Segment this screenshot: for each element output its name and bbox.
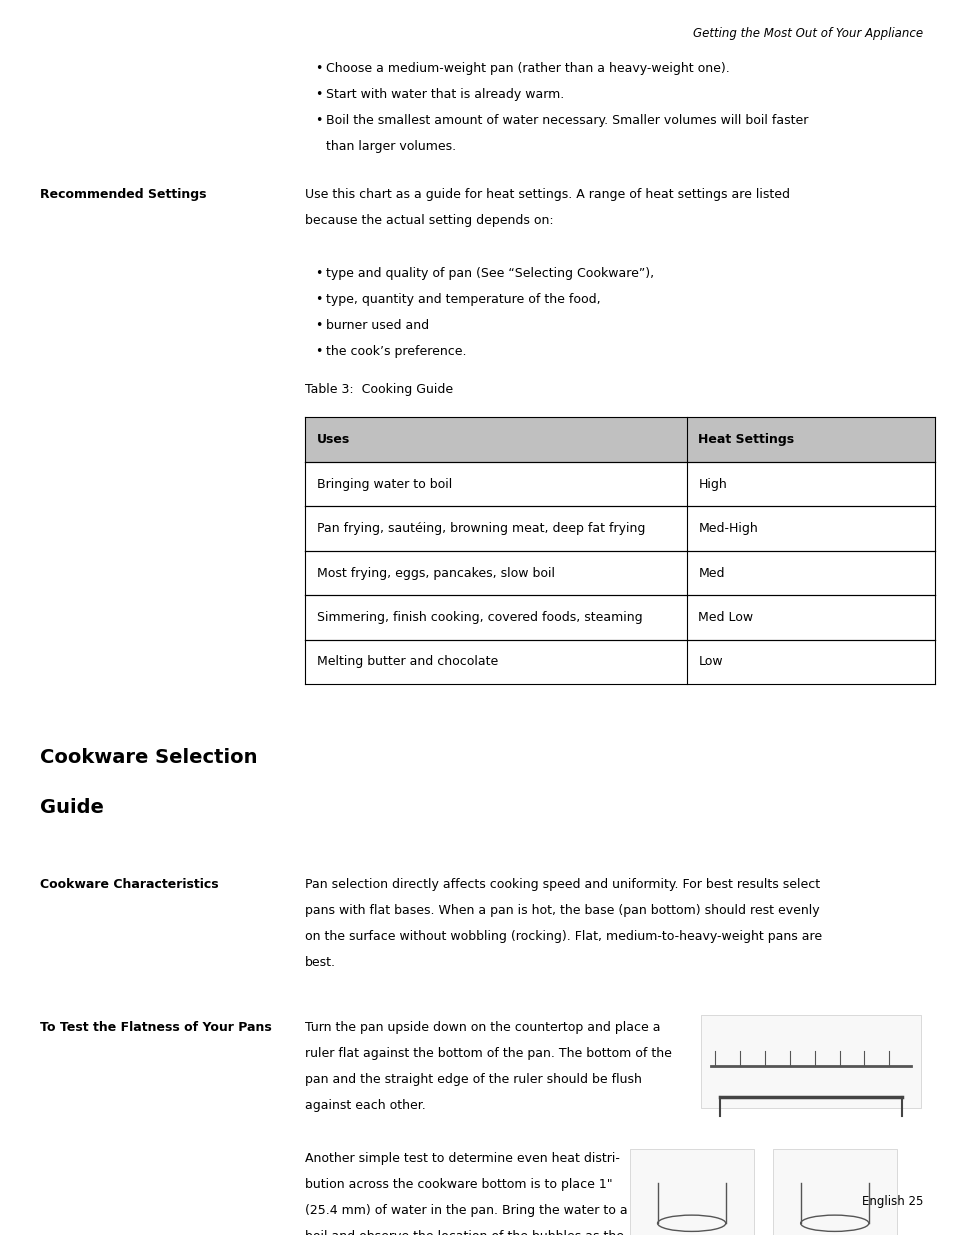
Text: Med: Med	[698, 567, 724, 579]
Bar	[629, 1149, 753, 1235]
Text: Use this chart as a guide for heat settings. A range of heat settings are listed: Use this chart as a guide for heat setti…	[305, 188, 789, 201]
Text: •: •	[314, 319, 322, 332]
Text: the cook’s preference.: the cook’s preference.	[326, 345, 466, 358]
Text: Cookware Selection: Cookware Selection	[40, 748, 257, 767]
Text: (25.4 mm) of water in the pan. Bring the water to a: (25.4 mm) of water in the pan. Bring the…	[305, 1204, 627, 1218]
Bar	[305, 417, 934, 462]
Text: Most frying, eggs, pancakes, slow boil: Most frying, eggs, pancakes, slow boil	[316, 567, 554, 579]
Text: Recommended Settings: Recommended Settings	[40, 188, 207, 201]
Text: Heat Settings: Heat Settings	[698, 433, 794, 446]
Text: Med Low: Med Low	[698, 611, 753, 624]
Text: •: •	[314, 88, 322, 101]
Text: pan and the straight edge of the ruler should be flush: pan and the straight edge of the ruler s…	[305, 1073, 641, 1087]
Text: Table 3:  Cooking Guide: Table 3: Cooking Guide	[305, 383, 453, 396]
Text: because the actual setting depends on:: because the actual setting depends on:	[305, 214, 554, 227]
Text: Melting butter and chocolate: Melting butter and chocolate	[316, 656, 497, 668]
Text: burner used and: burner used and	[326, 319, 429, 332]
Text: Guide: Guide	[40, 798, 104, 816]
Text: Cookware Characteristics: Cookware Characteristics	[40, 878, 218, 892]
Bar	[305, 462, 934, 506]
Text: •: •	[314, 62, 322, 75]
Bar	[305, 506, 934, 551]
Text: type, quantity and temperature of the food,: type, quantity and temperature of the fo…	[326, 293, 600, 306]
Text: pans with flat bases. When a pan is hot, the base (pan bottom) should rest evenl: pans with flat bases. When a pan is hot,…	[305, 904, 819, 918]
Text: Low: Low	[698, 656, 722, 668]
Text: boil and observe the location of the bubbles as the: boil and observe the location of the bub…	[305, 1230, 623, 1235]
Text: bution across the cookware bottom is to place 1": bution across the cookware bottom is to …	[305, 1178, 612, 1192]
Text: Simmering, finish cooking, covered foods, steaming: Simmering, finish cooking, covered foods…	[316, 611, 641, 624]
Text: Start with water that is already warm.: Start with water that is already warm.	[326, 88, 564, 101]
Text: ruler flat against the bottom of the pan. The bottom of the: ruler flat against the bottom of the pan…	[305, 1047, 672, 1061]
Text: •: •	[314, 345, 322, 358]
Text: Getting the Most Out of Your Appliance: Getting the Most Out of Your Appliance	[693, 27, 923, 41]
Text: Boil the smallest amount of water necessary. Smaller volumes will boil faster: Boil the smallest amount of water necess…	[326, 114, 808, 127]
Bar	[305, 595, 934, 640]
Text: Turn the pan upside down on the countertop and place a: Turn the pan upside down on the countert…	[305, 1021, 660, 1035]
Text: •: •	[314, 293, 322, 306]
Text: Bringing water to boil: Bringing water to boil	[316, 478, 452, 490]
Text: type and quality of pan (See “Selecting Cookware”),: type and quality of pan (See “Selecting …	[326, 267, 654, 280]
Text: Uses: Uses	[316, 433, 350, 446]
Text: Choose a medium-weight pan (rather than a heavy-weight one).: Choose a medium-weight pan (rather than …	[326, 62, 729, 75]
Text: •: •	[314, 267, 322, 280]
Text: •: •	[314, 114, 322, 127]
Text: against each other.: against each other.	[305, 1099, 426, 1113]
Text: on the surface without wobbling (rocking). Flat, medium-to-heavy-weight pans are: on the surface without wobbling (rocking…	[305, 930, 821, 944]
Text: Med-High: Med-High	[698, 522, 758, 535]
Text: Pan selection directly affects cooking speed and uniformity. For best results se: Pan selection directly affects cooking s…	[305, 878, 820, 892]
Bar	[305, 551, 934, 595]
Text: English 25: English 25	[862, 1194, 923, 1208]
Text: best.: best.	[305, 956, 335, 969]
Text: To Test the Flatness of Your Pans: To Test the Flatness of Your Pans	[40, 1021, 272, 1035]
Text: High: High	[698, 478, 726, 490]
Bar	[700, 1015, 920, 1108]
Text: Another simple test to determine even heat distri-: Another simple test to determine even he…	[305, 1152, 619, 1166]
Bar	[772, 1149, 896, 1235]
Text: than larger volumes.: than larger volumes.	[326, 140, 456, 153]
Text: Pan frying, sautéing, browning meat, deep fat frying: Pan frying, sautéing, browning meat, dee…	[316, 522, 644, 535]
Bar	[305, 640, 934, 684]
